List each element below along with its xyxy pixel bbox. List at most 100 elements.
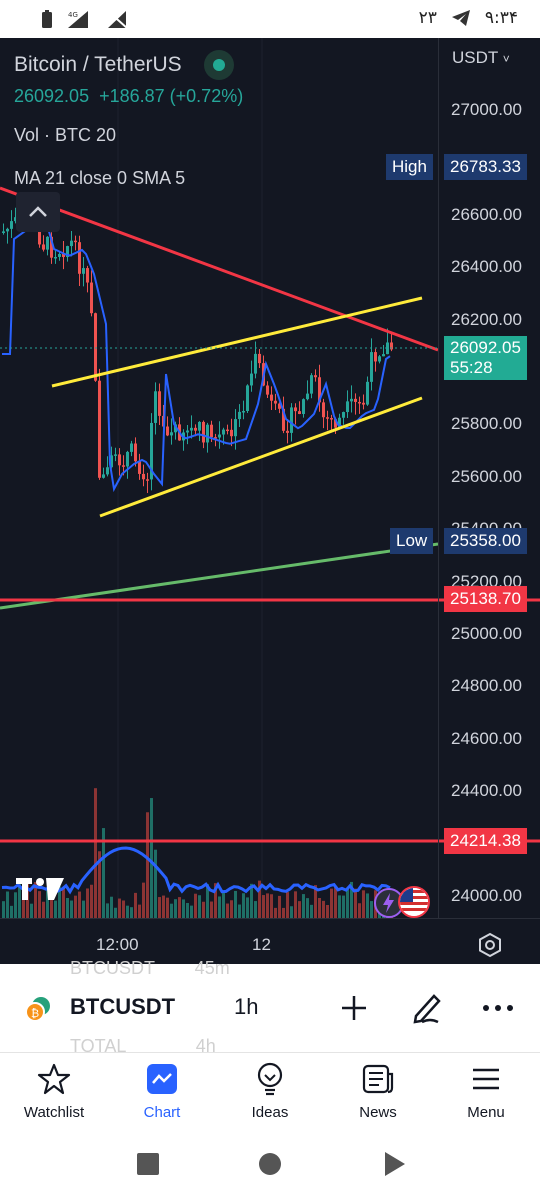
candle-body (302, 399, 305, 414)
bottom-navigation: Watchlist Chart Ideas News Menu (0, 1052, 540, 1132)
price-tick: 26600.00 (451, 204, 522, 224)
channel-upper-line (51, 296, 423, 388)
high-label: High (386, 154, 433, 180)
volume-bar (154, 849, 157, 918)
nav-watchlist[interactable]: Watchlist (0, 1053, 108, 1132)
volume-bar (126, 905, 129, 918)
volume-bar (258, 880, 261, 918)
volume-bar (90, 884, 93, 918)
volume-bar (30, 903, 33, 918)
candle-body (50, 236, 53, 258)
drawing-tools-icon[interactable] (408, 988, 446, 1026)
candle-body (146, 479, 149, 481)
candle-body (2, 231, 5, 233)
candle-body (110, 455, 113, 468)
chart-icon (147, 1064, 177, 1094)
home-icon[interactable] (258, 1152, 282, 1176)
candle-body (354, 398, 357, 402)
time-label-1200: 12:00 (96, 935, 139, 954)
candle-body (266, 385, 269, 395)
volume-bar (98, 851, 101, 918)
candle-body (194, 427, 197, 431)
recents-icon[interactable] (136, 1152, 160, 1176)
more-options-icon[interactable] (478, 990, 518, 1026)
volume-bar (194, 893, 197, 918)
volume-bar (138, 904, 141, 918)
ma-indicator-label[interactable]: MA 21 close 0 SMA 5 (14, 168, 186, 188)
candle-body (334, 419, 337, 428)
volume-bar (366, 893, 369, 918)
collapse-legend-button[interactable] (16, 192, 60, 232)
candle-body (374, 352, 377, 362)
symbol-title[interactable]: Bitcoin / TetherUS (14, 53, 182, 76)
nav-chart[interactable]: Chart (108, 1053, 216, 1132)
add-icon[interactable] (336, 990, 372, 1026)
candle-body (106, 467, 109, 475)
volume-bar (282, 907, 285, 918)
candle-body (362, 402, 365, 405)
volume-bar (198, 895, 201, 918)
candle-body (134, 443, 137, 462)
volume-bar (270, 894, 273, 918)
candle-body (186, 430, 189, 433)
candle-body (166, 426, 169, 436)
price-tick: 24600.00 (451, 728, 522, 748)
ascending-green-line (0, 542, 439, 610)
nav-ideas[interactable]: Ideas (216, 1053, 324, 1132)
volume-bar (306, 898, 309, 918)
bitcoin-tether-icon: ₿ (25, 997, 50, 1022)
candle-body (326, 417, 329, 419)
price-tick: 24400.00 (451, 781, 522, 801)
volume-bar (350, 881, 353, 918)
volume-bar (318, 897, 321, 918)
currency-selector[interactable]: USDT ˅ (452, 48, 510, 68)
candle-body (378, 356, 381, 362)
candle-body (174, 424, 177, 433)
volume-bar (150, 798, 153, 918)
candle-body (346, 401, 349, 413)
volume-bar (94, 788, 97, 918)
candle-body (14, 217, 17, 222)
time-label-day: 12 (252, 935, 271, 954)
candle-body (330, 418, 333, 420)
volume-bar (254, 901, 257, 918)
volume-bar (66, 897, 69, 918)
candle-body (382, 354, 385, 357)
time-axis[interactable]: 12:00 12 (0, 918, 540, 964)
volume-indicator-label[interactable]: Vol · BTC 20 (14, 125, 117, 145)
candle-body (230, 429, 233, 437)
price-axis[interactable] (438, 38, 540, 918)
candle-body (338, 417, 341, 428)
volume-bar (142, 882, 145, 918)
low-label: Low (390, 528, 434, 554)
us-flag-icon[interactable] (398, 886, 430, 918)
nav-news[interactable]: News (324, 1053, 432, 1132)
candle-body (242, 411, 245, 413)
symbol-row: ₿ BTCUSDT 1h (0, 984, 540, 1032)
symbol-button[interactable]: BTCUSDT (70, 994, 176, 1019)
back-icon[interactable] (383, 1150, 407, 1178)
svg-text:4G: 4G (68, 11, 78, 19)
candle-body (170, 432, 173, 436)
volume-bar (38, 891, 41, 918)
candle-body (102, 474, 105, 478)
nav-chart-label: Chart (143, 1104, 181, 1121)
menu-icon (473, 1068, 499, 1090)
candle-body (290, 407, 293, 433)
volume-bar (146, 812, 149, 918)
interval-button[interactable]: 1h (234, 994, 259, 1019)
volume-bar (234, 890, 237, 918)
price-tick: 26400.00 (451, 257, 522, 277)
candle-body (118, 454, 121, 466)
candlestick-plot[interactable] (0, 38, 540, 964)
candle-body (158, 391, 161, 416)
candle-body (142, 473, 145, 480)
volume-bar (354, 888, 357, 918)
chart-settings-icon[interactable] (476, 931, 504, 959)
volume-bar (322, 900, 325, 918)
volume-bar (2, 901, 5, 918)
price-chart[interactable]: Bitcoin / TetherUS 26092.05 +186.87 (+0.… (0, 38, 540, 964)
candle-body (282, 408, 285, 431)
candle-body (150, 422, 153, 480)
nav-menu[interactable]: Menu (432, 1053, 540, 1132)
